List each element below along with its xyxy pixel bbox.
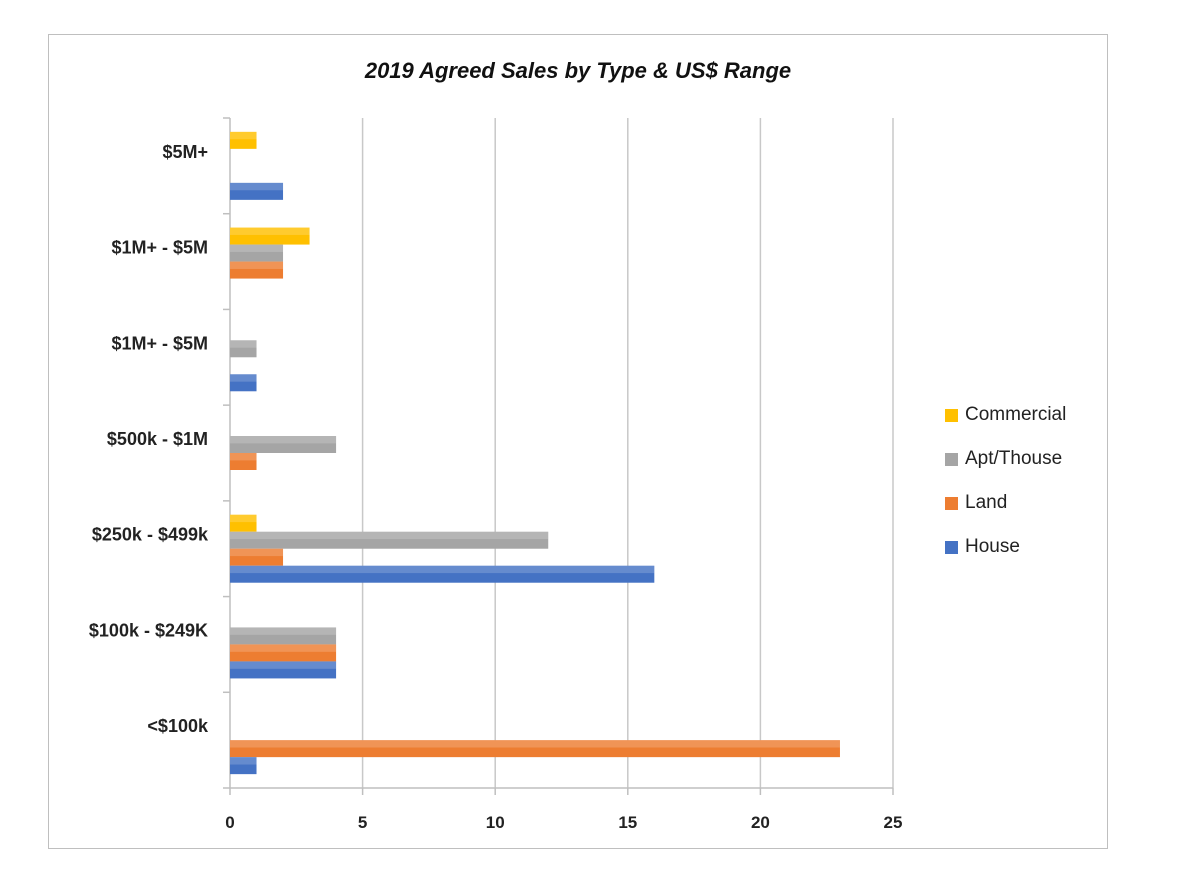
x-tick-label: 5 [358, 813, 367, 832]
bar-apt-thouse [230, 340, 257, 358]
legend-item-house: House [945, 525, 1066, 569]
chart-frame [48, 34, 1108, 849]
bar-highlight [230, 644, 337, 652]
y-category-label: $250k - $499k [92, 525, 209, 545]
legend-swatch-land [945, 496, 958, 510]
bar-land [230, 548, 284, 566]
bar-highlight [230, 261, 284, 269]
legend-swatch-apt-thouse [945, 452, 958, 466]
y-category-label: $1M+ - $5M [111, 238, 208, 258]
bar-highlight [230, 374, 257, 382]
x-tick-label: 20 [751, 813, 770, 832]
bar-highlight [230, 531, 549, 540]
x-tick-label: 15 [618, 813, 637, 832]
bar-highlight [230, 453, 257, 461]
bar-house [230, 182, 284, 200]
bar-land [230, 644, 337, 662]
legend-label-house: House [965, 536, 1020, 557]
bar-commercial [230, 227, 310, 245]
bar-land [230, 453, 257, 470]
bar-apt-thouse [230, 531, 549, 549]
bar-highlight [230, 182, 284, 191]
bar-apt-thouse [230, 627, 337, 645]
bar-commercial [230, 131, 257, 149]
legend-label-commercial: Commercial [965, 404, 1067, 425]
bar-land [230, 261, 284, 279]
chart-title: 2019 Agreed Sales by Type & US$ Range [364, 58, 792, 83]
y-category-label: $5M+ [162, 142, 208, 162]
legend-label-land: Land [965, 492, 1008, 513]
x-tick-label: 10 [486, 813, 505, 832]
bar-highlight [230, 436, 337, 444]
bar-house [230, 565, 655, 583]
bar-apt-thouse [230, 244, 284, 262]
y-category-label: $100k - $249K [89, 620, 208, 640]
x-tick-label: 0 [225, 813, 234, 832]
y-category-label: $1M+ - $5M [111, 333, 208, 353]
legend-swatch-house [945, 540, 958, 554]
bar-highlight [230, 661, 337, 669]
bar-highlight [230, 565, 655, 574]
bar-highlight [230, 227, 310, 235]
bar-highlight [230, 740, 840, 748]
bar-highlight [230, 548, 284, 557]
bar-house [230, 374, 257, 392]
legend-item-commercial: Commercial [945, 393, 1066, 437]
bar-land [230, 740, 840, 758]
bar-highlight [230, 340, 257, 348]
legend-label-apt-thouse: Apt/Thouse [965, 448, 1063, 469]
bar-house [230, 661, 337, 679]
bar-highlight [230, 757, 257, 765]
bar-apt-thouse [230, 436, 337, 453]
legend-swatch-commercial [945, 408, 958, 422]
y-category-label: <$100k [147, 716, 209, 736]
bar-highlight [230, 131, 257, 140]
bar-highlight [230, 244, 284, 252]
y-category-label: $500k - $1M [107, 429, 208, 449]
bar-commercial [230, 514, 257, 532]
bar-highlight [230, 514, 257, 523]
x-tick-label: 25 [884, 813, 903, 832]
legend-item-apt-thouse: Apt/Thouse [945, 437, 1066, 481]
legend: Commercial Apt/Thouse Land House [945, 393, 1066, 569]
legend-item-land: Land [945, 481, 1066, 525]
bar-house [230, 757, 257, 775]
bar-highlight [230, 627, 337, 635]
